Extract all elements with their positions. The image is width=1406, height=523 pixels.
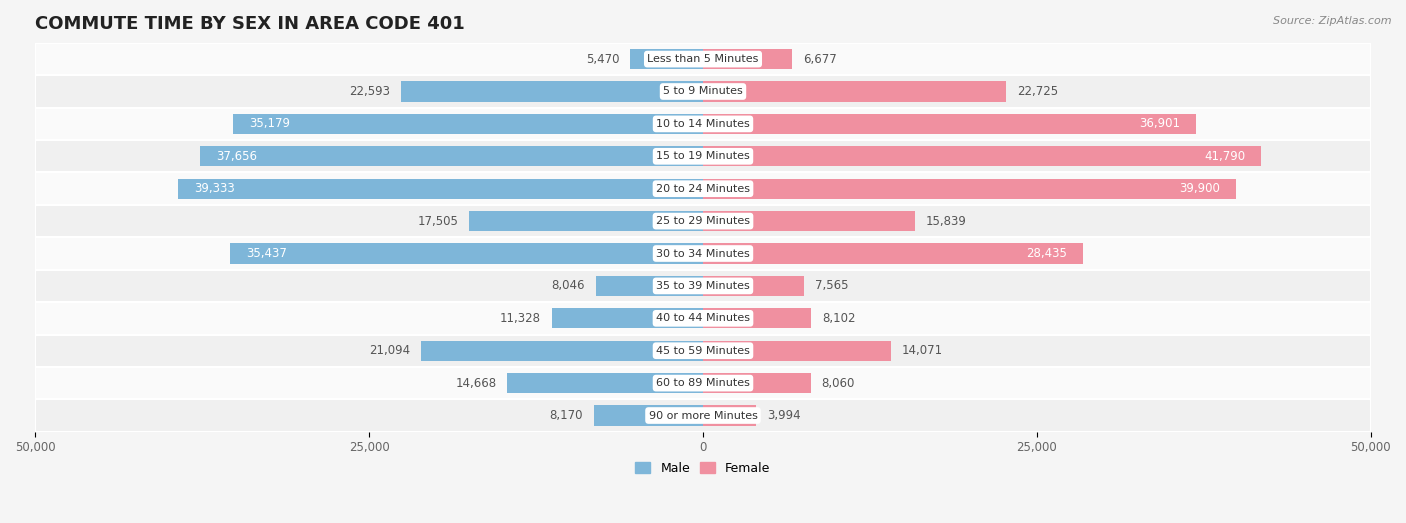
Text: 8,102: 8,102 [823, 312, 855, 325]
Bar [229, 244, 703, 264]
Bar [703, 405, 756, 426]
Bar [703, 82, 1007, 101]
Text: 37,656: 37,656 [217, 150, 257, 163]
Text: 45 to 59 Minutes: 45 to 59 Minutes [657, 346, 749, 356]
Bar [508, 373, 703, 393]
Bar [703, 146, 1261, 166]
Bar [35, 237, 1371, 270]
Text: Source: ZipAtlas.com: Source: ZipAtlas.com [1274, 16, 1392, 26]
Bar [703, 179, 1236, 199]
Bar [35, 140, 1371, 173]
Bar [35, 302, 1371, 335]
Bar [551, 308, 703, 328]
Text: 22,725: 22,725 [1017, 85, 1059, 98]
Bar [703, 211, 914, 231]
Text: 35 to 39 Minutes: 35 to 39 Minutes [657, 281, 749, 291]
Text: 35,437: 35,437 [246, 247, 287, 260]
Bar [422, 340, 703, 361]
Text: 35,179: 35,179 [249, 117, 290, 130]
Text: 8,170: 8,170 [550, 409, 583, 422]
Bar [35, 108, 1371, 140]
Text: 11,328: 11,328 [501, 312, 541, 325]
Bar [703, 308, 811, 328]
Text: 6,677: 6,677 [803, 53, 837, 65]
Bar [703, 244, 1083, 264]
Bar [35, 205, 1371, 237]
Text: 20 to 24 Minutes: 20 to 24 Minutes [657, 184, 749, 194]
Bar [200, 146, 703, 166]
Bar [35, 270, 1371, 302]
Text: 25 to 29 Minutes: 25 to 29 Minutes [657, 216, 749, 226]
Text: 10 to 14 Minutes: 10 to 14 Minutes [657, 119, 749, 129]
Text: 8,046: 8,046 [551, 279, 585, 292]
Bar [401, 82, 703, 101]
Text: COMMUTE TIME BY SEX IN AREA CODE 401: COMMUTE TIME BY SEX IN AREA CODE 401 [35, 15, 465, 33]
Bar [177, 179, 703, 199]
Text: 30 to 34 Minutes: 30 to 34 Minutes [657, 248, 749, 258]
Text: 7,565: 7,565 [814, 279, 848, 292]
Text: 14,668: 14,668 [456, 377, 496, 390]
Text: 21,094: 21,094 [370, 344, 411, 357]
Text: 15 to 19 Minutes: 15 to 19 Minutes [657, 151, 749, 161]
Bar [35, 400, 1371, 431]
Text: 41,790: 41,790 [1204, 150, 1246, 163]
Text: 14,071: 14,071 [901, 344, 942, 357]
Bar [703, 114, 1195, 134]
Bar [35, 367, 1371, 400]
Bar [703, 373, 811, 393]
Text: 40 to 44 Minutes: 40 to 44 Minutes [657, 313, 749, 323]
Text: 39,900: 39,900 [1178, 182, 1220, 195]
Text: 39,333: 39,333 [194, 182, 235, 195]
Text: Less than 5 Minutes: Less than 5 Minutes [647, 54, 759, 64]
Bar [703, 276, 804, 296]
Text: 3,994: 3,994 [768, 409, 800, 422]
Bar [233, 114, 703, 134]
Bar [35, 43, 1371, 75]
Text: 60 to 89 Minutes: 60 to 89 Minutes [657, 378, 749, 388]
Legend: Male, Female: Male, Female [630, 457, 776, 480]
Bar [703, 340, 891, 361]
Bar [593, 405, 703, 426]
Text: 90 or more Minutes: 90 or more Minutes [648, 411, 758, 420]
Text: 5,470: 5,470 [586, 53, 619, 65]
Bar [35, 75, 1371, 108]
Bar [703, 49, 792, 69]
Text: 5 to 9 Minutes: 5 to 9 Minutes [664, 86, 742, 96]
Bar [596, 276, 703, 296]
Text: 22,593: 22,593 [350, 85, 391, 98]
Bar [35, 335, 1371, 367]
Bar [470, 211, 703, 231]
Bar [630, 49, 703, 69]
Text: 36,901: 36,901 [1139, 117, 1180, 130]
Text: 17,505: 17,505 [418, 214, 458, 228]
Text: 8,060: 8,060 [821, 377, 855, 390]
Text: 15,839: 15,839 [925, 214, 966, 228]
Text: 28,435: 28,435 [1026, 247, 1067, 260]
Bar [35, 173, 1371, 205]
